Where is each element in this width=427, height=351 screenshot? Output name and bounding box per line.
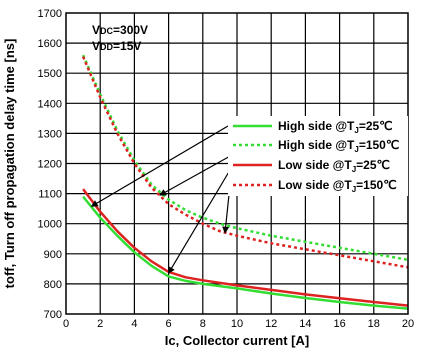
y-tick-label: 800 bbox=[44, 279, 62, 291]
y-tick-label: 1000 bbox=[38, 219, 62, 231]
series-layer bbox=[81, 54, 409, 310]
x-tick-label: 14 bbox=[299, 318, 311, 330]
x-tick-label: 6 bbox=[166, 318, 172, 330]
x-tick-label: 0 bbox=[63, 318, 69, 330]
x-tick-label: 16 bbox=[333, 318, 345, 330]
y-tick-label: 1600 bbox=[38, 38, 62, 50]
x-tick-label: 18 bbox=[368, 318, 380, 330]
condition-annotation-2: VDD=15V bbox=[92, 39, 141, 53]
x-tick-label: 12 bbox=[265, 318, 277, 330]
y-tick-label: 1300 bbox=[38, 128, 62, 140]
legend-label-1: High side @TJ=25℃ bbox=[278, 119, 393, 135]
legend-label-3: Low side @TJ=25℃ bbox=[278, 158, 390, 174]
x-tick-label: 20 bbox=[402, 318, 414, 330]
legend-label-2: High side @TJ=150℃ bbox=[278, 138, 399, 154]
x-tick-label: 10 bbox=[231, 318, 243, 330]
y-tick-label: 1500 bbox=[38, 68, 62, 80]
legend-background bbox=[228, 116, 408, 196]
y-tick-label: 1400 bbox=[38, 98, 62, 110]
legend-label-4: Low side @TJ=150℃ bbox=[278, 178, 397, 194]
y-tick-label: 700 bbox=[44, 309, 62, 321]
series-line-3 bbox=[82, 188, 409, 307]
tick-labels: 0 2 4 6 8 10 12 14 16 18 20 700 800 900 1000 1100 1200 13… bbox=[38, 8, 415, 330]
legend-arrow-3 bbox=[168, 164, 234, 274]
y-tick-label: 1200 bbox=[38, 159, 62, 171]
legend-pointer-arrows bbox=[90, 125, 251, 274]
legend: High side @TJ=25℃ High side @TJ=150℃ Low s… bbox=[228, 116, 408, 196]
y-axis-title: toff, Turn off propagation delay time [n… bbox=[2, 39, 17, 289]
condition-annotations: VDC=300V VDD=15V bbox=[92, 23, 148, 53]
series-line-1 bbox=[82, 195, 409, 310]
series-line-4 bbox=[81, 56, 409, 269]
y-tick-label: 1100 bbox=[38, 189, 62, 201]
series-line-2 bbox=[81, 54, 409, 262]
x-tick-label: 4 bbox=[131, 318, 137, 330]
x-tick-label: 8 bbox=[200, 318, 206, 330]
y-tick-label: 1700 bbox=[38, 8, 62, 20]
condition-annotation-1: VDC=300V bbox=[92, 23, 148, 37]
y-tick-label: 900 bbox=[44, 249, 62, 261]
x-tick-label: 2 bbox=[97, 318, 103, 330]
x-axis-title: Ic, Collector current [A] bbox=[165, 333, 309, 348]
legend-arrow-1 bbox=[90, 125, 229, 207]
